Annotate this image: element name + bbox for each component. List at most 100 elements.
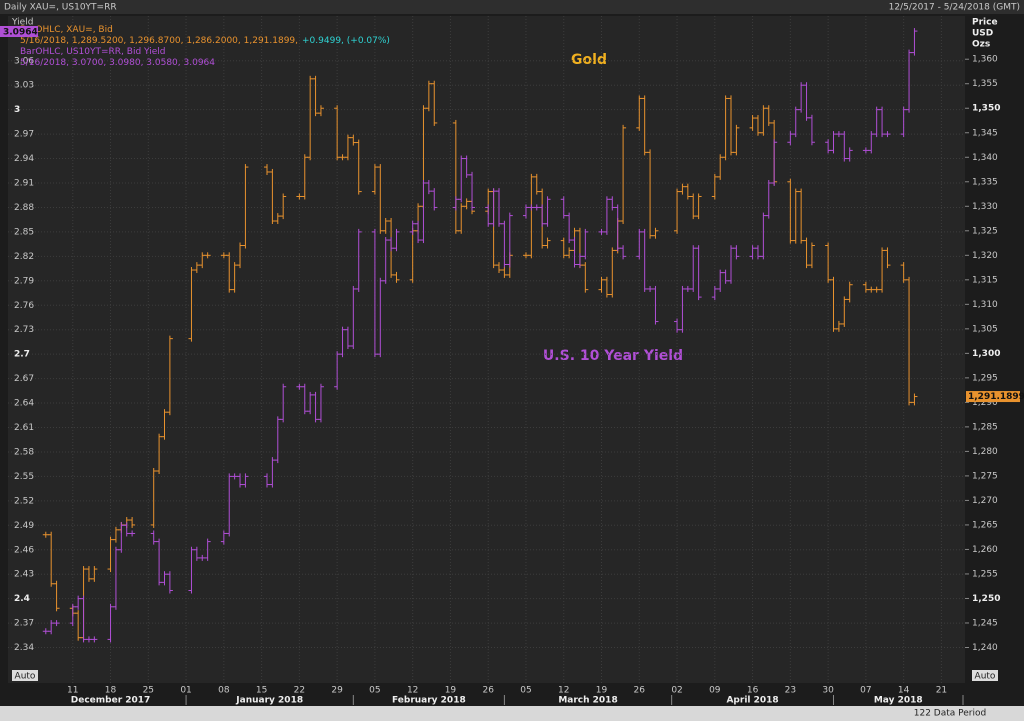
month-label: April 2018 — [726, 696, 778, 706]
y2-axis-label: USD — [972, 29, 993, 39]
y2-tick-label: 1,255 — [972, 569, 998, 579]
month-label: May 2018 — [874, 696, 923, 706]
y2-tick-label: 1,320 — [972, 251, 998, 261]
y2-tick-label: 1,280 — [972, 447, 998, 457]
y-tick-label: 2.82 — [14, 252, 34, 262]
y2-axis-label: Price — [972, 18, 998, 28]
auto-button-label[interactable]: Auto — [975, 672, 996, 682]
legend-entry: 5/16/2018, 1,289.5200, 1,296.8700, 1,286… — [20, 36, 390, 46]
y-tick-label: 2.43 — [14, 570, 34, 580]
annotation: Gold — [571, 52, 607, 68]
x-tick-label: 11 — [67, 686, 78, 696]
x-tick-label: 08 — [218, 686, 230, 696]
x-tick-label: 09 — [709, 686, 721, 696]
y2-tick-label: 1,355 — [972, 79, 998, 89]
y-tick-label: 2.7 — [14, 350, 30, 360]
y-tick-label: 2.76 — [14, 301, 34, 311]
x-tick-label: 05 — [369, 686, 380, 696]
y-tick-label: 2.94 — [14, 154, 34, 164]
y-tick-label: 2.37 — [14, 619, 34, 629]
y-tick-label: 2.58 — [14, 447, 34, 457]
x-tick-label: 21 — [936, 686, 947, 696]
x-tick-label: 23 — [785, 686, 796, 696]
x-tick-label: 19 — [596, 686, 608, 696]
date-range: 12/5/2017 - 5/24/2018 (GMT) — [889, 3, 1020, 13]
x-tick-label: 16 — [747, 686, 759, 696]
month-label: February 2018 — [392, 696, 466, 706]
x-tick-label: 14 — [898, 686, 910, 696]
y-tick-label: 3.03 — [14, 81, 34, 91]
y2-tick-label: 1,285 — [972, 422, 998, 432]
x-tick-label: 02 — [671, 686, 682, 696]
y2-tick-label: 1,295 — [972, 373, 998, 383]
y2-tick-label: 1,325 — [972, 226, 998, 236]
y2-tick-label: 1,340 — [972, 153, 998, 163]
y2-tick-label: 1,240 — [972, 643, 998, 653]
auto-button[interactable] — [972, 670, 998, 681]
y-tick-label: 2.91 — [14, 179, 34, 189]
y2-tick-label: 1,275 — [972, 471, 998, 481]
y-tick-label: 2.97 — [14, 130, 34, 140]
annotation: U.S. 10 Year Yield — [543, 348, 683, 364]
x-tick-label: 07 — [860, 686, 871, 696]
last-value-label: 1,291.1899 — [968, 392, 1024, 402]
y2-tick-label: 1,315 — [972, 275, 998, 285]
legend-text: BarOHLC, US10YT=RR, Bid Yield — [20, 47, 165, 57]
y2-tick-label: 1,265 — [972, 520, 998, 530]
legend-entry: BarOHLC, XAU=, Bid — [20, 25, 113, 35]
y-tick-label: 2.34 — [14, 643, 34, 653]
y-tick-label: 2.49 — [14, 521, 34, 531]
month-label: January 2018 — [235, 696, 303, 706]
y-tick-label: 3 — [14, 105, 20, 115]
auto-button[interactable] — [12, 670, 38, 681]
y2-tick-label: 1,260 — [972, 545, 998, 555]
x-tick-label: 25 — [143, 686, 154, 696]
y-axis-label: Yield — [11, 18, 33, 28]
y-tick-label: 2.64 — [14, 399, 34, 409]
legend-entry: BarOHLC, US10YT=RR, Bid Yield — [20, 47, 165, 57]
y2-tick-label: 1,335 — [972, 177, 998, 187]
y-tick-label: 2.73 — [14, 325, 34, 335]
y-tick-label: 2.52 — [14, 496, 34, 506]
y2-tick-label: 1,270 — [972, 496, 998, 506]
y2-tick-label: 1,290 — [972, 398, 998, 408]
x-tick-label: 26 — [482, 686, 494, 696]
x-tick-label: 12 — [558, 686, 569, 696]
y2-tick-label: 1,310 — [972, 300, 998, 310]
header-bar — [0, 0, 1024, 14]
y-tick-label: 2.85 — [14, 227, 34, 237]
y2-tick-label: 1,305 — [972, 324, 998, 334]
y-tick-label: 2.61 — [14, 423, 34, 433]
x-tick-label: 29 — [331, 686, 343, 696]
y2-tick-label: 1,345 — [972, 128, 998, 138]
y-tick-label: 2.4 — [14, 594, 30, 604]
x-tick-label: 18 — [105, 686, 117, 696]
auto-button-label[interactable]: Auto — [15, 672, 36, 682]
y-tick-label: 2.88 — [14, 203, 34, 213]
x-tick-label: 19 — [445, 686, 457, 696]
month-label: March 2018 — [558, 696, 617, 706]
legend-text: 5/16/2018, 1,289.5200, 1,296.8700, 1,286… — [20, 36, 298, 46]
legend-entry: 5/16/2018, 3.0700, 3.0980, 3.0580, 3.096… — [20, 58, 215, 68]
x-tick-label: 26 — [634, 686, 646, 696]
x-tick-label: 22 — [294, 686, 305, 696]
y-tick-label: 2.67 — [14, 374, 34, 384]
y2-tick-label: 1,245 — [972, 618, 998, 628]
legend-text: 5/16/2018, 3.0700, 3.0980, 3.0580, 3.096… — [20, 58, 215, 68]
y2-tick-label: 1,250 — [972, 594, 1000, 604]
x-tick-label: 01 — [180, 686, 191, 696]
y2-tick-label: 1,300 — [972, 349, 1000, 359]
last-value-badge — [966, 391, 1020, 403]
x-tick-label: 15 — [256, 686, 267, 696]
y2-tick-label: 1,330 — [972, 202, 998, 212]
footer-bar — [0, 706, 1024, 721]
chart-title: Daily XAU=, US10YT=RR — [4, 3, 117, 13]
y2-tick-label: 1,360 — [972, 55, 998, 65]
footer-text: 122 Data Period — [914, 709, 986, 719]
plot-area — [8, 16, 965, 683]
legend-change: +0.9499, (+0.07%) — [302, 36, 390, 46]
y-tick-label: 2.79 — [14, 276, 34, 286]
x-tick-label: 12 — [407, 686, 418, 696]
last-value-label: 3.0964 — [3, 28, 38, 38]
